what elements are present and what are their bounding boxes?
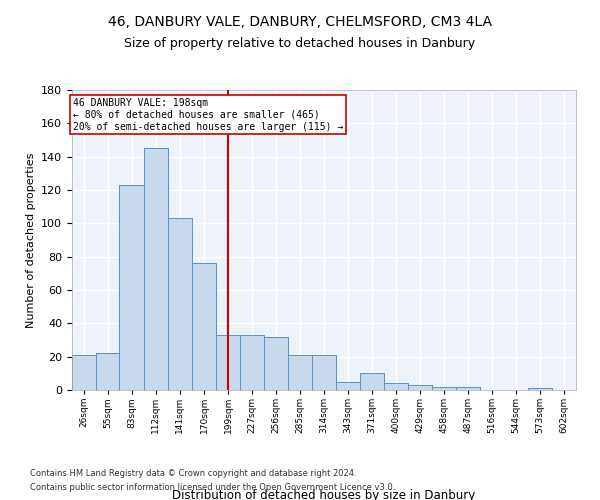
- Bar: [527, 388, 552, 390]
- Bar: [72, 355, 96, 390]
- Bar: [96, 354, 119, 390]
- Bar: [336, 382, 360, 390]
- Bar: [288, 355, 312, 390]
- Bar: [432, 386, 456, 390]
- Bar: [312, 355, 336, 390]
- Bar: [192, 264, 216, 390]
- Text: 46 DANBURY VALE: 198sqm
← 80% of detached houses are smaller (465)
20% of semi-d: 46 DANBURY VALE: 198sqm ← 80% of detache…: [73, 98, 343, 132]
- Bar: [143, 148, 168, 390]
- Bar: [119, 185, 143, 390]
- X-axis label: Distribution of detached houses by size in Danbury: Distribution of detached houses by size …: [172, 489, 476, 500]
- Bar: [263, 336, 288, 390]
- Bar: [456, 386, 480, 390]
- Y-axis label: Number of detached properties: Number of detached properties: [26, 152, 35, 328]
- Text: Contains public sector information licensed under the Open Government Licence v3: Contains public sector information licen…: [30, 484, 395, 492]
- Text: 46, DANBURY VALE, DANBURY, CHELMSFORD, CM3 4LA: 46, DANBURY VALE, DANBURY, CHELMSFORD, C…: [108, 15, 492, 29]
- Text: Contains HM Land Registry data © Crown copyright and database right 2024.: Contains HM Land Registry data © Crown c…: [30, 468, 356, 477]
- Bar: [168, 218, 192, 390]
- Bar: [240, 335, 263, 390]
- Bar: [360, 374, 383, 390]
- Bar: [216, 335, 240, 390]
- Bar: [383, 384, 408, 390]
- Bar: [408, 385, 432, 390]
- Text: Size of property relative to detached houses in Danbury: Size of property relative to detached ho…: [124, 38, 476, 51]
